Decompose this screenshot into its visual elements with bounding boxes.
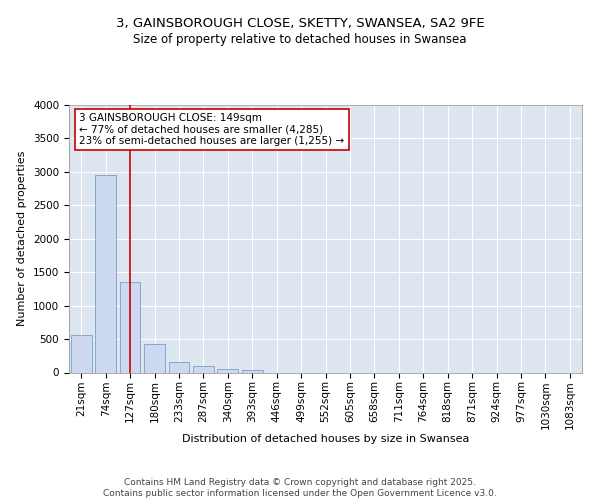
Text: Contains HM Land Registry data © Crown copyright and database right 2025.
Contai: Contains HM Land Registry data © Crown c…: [103, 478, 497, 498]
X-axis label: Distribution of detached houses by size in Swansea: Distribution of detached houses by size …: [182, 434, 469, 444]
Bar: [169, 362, 190, 372]
Bar: [193, 366, 214, 372]
Text: Size of property relative to detached houses in Swansea: Size of property relative to detached ho…: [133, 32, 467, 46]
Text: 3 GAINSBOROUGH CLOSE: 149sqm
← 77% of detached houses are smaller (4,285)
23% of: 3 GAINSBOROUGH CLOSE: 149sqm ← 77% of de…: [79, 113, 344, 146]
Bar: [144, 344, 165, 372]
Y-axis label: Number of detached properties: Number of detached properties: [17, 151, 28, 326]
Bar: [95, 174, 116, 372]
Bar: [242, 370, 263, 372]
Text: 3, GAINSBOROUGH CLOSE, SKETTY, SWANSEA, SA2 9FE: 3, GAINSBOROUGH CLOSE, SKETTY, SWANSEA, …: [116, 18, 484, 30]
Bar: [217, 369, 238, 372]
Bar: [71, 335, 92, 372]
Bar: [119, 282, 140, 372]
